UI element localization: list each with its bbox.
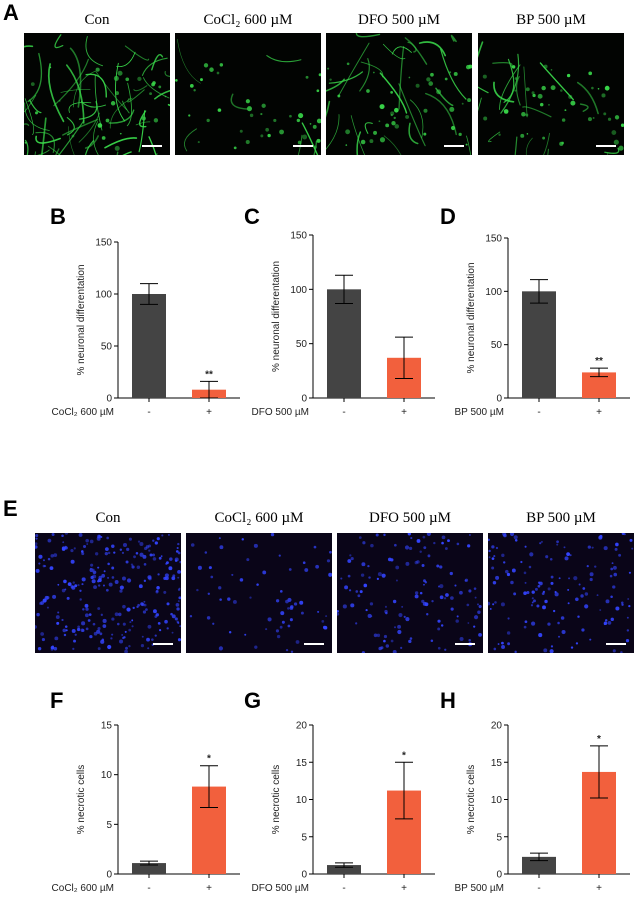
x-tick-label: - — [147, 883, 150, 894]
treatment-label: BP 500 µM — [455, 883, 505, 894]
treatment-label: CoCl₂ 600 µM — [52, 883, 114, 894]
y-axis-label: % neuronal differentation — [271, 261, 282, 372]
x-tick-label: - — [342, 883, 345, 894]
treatment-label: DFO 500 µM — [252, 883, 309, 894]
y-tick-label: 0 — [496, 394, 502, 405]
bar-control — [132, 294, 166, 398]
y-tick-label: 20 — [296, 721, 308, 732]
y-tick-label: 0 — [301, 870, 307, 881]
y-tick-label: 50 — [296, 339, 308, 350]
micrograph-nuclei-cocl2 — [186, 533, 332, 653]
y-tick-label: 10 — [491, 795, 503, 806]
y-tick-label: 0 — [106, 394, 112, 405]
y-tick-label: 100 — [485, 287, 502, 298]
chart-c: % neuronal differentation 0 50 100 150 DFO 50… — [252, 225, 445, 422]
y-axis-label: % neuronal differentation — [76, 264, 87, 375]
y-axis-label: % necrotic cells — [76, 765, 87, 834]
treatment-label: BP 500 µM — [455, 407, 505, 418]
y-tick-label: 15 — [491, 758, 503, 769]
significance-marker: * — [207, 754, 211, 765]
micrograph-neurons-bp — [478, 33, 624, 155]
panel-letter-f: F — [50, 688, 64, 713]
y-tick-label: 20 — [491, 721, 503, 732]
y-tick-label: 5 — [106, 820, 112, 831]
image-label-con-e: Con — [95, 510, 121, 526]
y-tick-label: 150 — [290, 231, 307, 242]
y-tick-label: 50 — [101, 342, 113, 353]
chart-f: % necrotic cells 0 5 10 15 CoCl₂ 600 µM - * + — [52, 715, 250, 898]
y-tick-label: 10 — [101, 770, 113, 781]
image-label-con: Con — [84, 12, 110, 28]
y-tick-label: 100 — [290, 285, 307, 296]
y-axis-label: % necrotic cells — [466, 765, 477, 834]
bar-control — [327, 289, 361, 398]
image-label-bp: BP 500 µM — [516, 12, 586, 28]
micrograph-neurons-con — [24, 33, 170, 155]
x-tick-label: - — [342, 407, 345, 418]
micrograph-neurons-dfo — [326, 33, 472, 155]
significance-marker: ** — [205, 369, 213, 380]
y-tick-label: 0 — [301, 394, 307, 405]
micrograph-nuclei-dfo — [337, 533, 483, 653]
panel-letter-g: G — [244, 688, 262, 713]
bar-control — [522, 856, 556, 874]
x-tick-label: + — [596, 407, 602, 418]
chart-d: % neuronal differentation 0 50 100 150 BP 500… — [450, 228, 636, 422]
y-tick-label: 10 — [296, 795, 308, 806]
y-tick-label: 15 — [296, 758, 308, 769]
chart-g: % necrotic cells 0 5 10 15 20 DFO 500 µM - * + — [252, 715, 445, 898]
micrograph-nuclei-con — [35, 533, 181, 653]
chart-b: % neuronal differentation 0 50 100 150 CoCl₂ … — [52, 232, 250, 422]
panel-letter-d: D — [440, 204, 456, 229]
image-label-cocl2: CoCl₂ 600 µM — [203, 12, 293, 28]
chart-h: % necrotic cells 0 5 10 15 20 BP 500 µM - * + — [450, 715, 636, 898]
x-tick-label: + — [206, 407, 212, 418]
panel-letter-h: H — [440, 688, 456, 713]
treatment-label: DFO 500 µM — [252, 407, 309, 418]
x-tick-label: + — [401, 407, 407, 418]
y-tick-label: 0 — [106, 870, 112, 881]
y-tick-label: 5 — [496, 832, 502, 843]
significance-marker: * — [402, 750, 406, 761]
y-tick-label: 50 — [491, 340, 503, 351]
x-tick-label: + — [401, 883, 407, 894]
image-label-dfo-e: DFO 500 µM — [369, 510, 451, 526]
y-axis-label: % necrotic cells — [271, 765, 282, 834]
y-tick-label: 100 — [95, 290, 112, 301]
y-tick-label: 150 — [95, 238, 112, 249]
bar-control — [327, 865, 361, 874]
x-tick-label: + — [206, 883, 212, 894]
bar-control — [132, 863, 166, 874]
micrograph-neurons-cocl2 — [175, 33, 321, 155]
x-tick-label: - — [537, 883, 540, 894]
panel-letter-c: C — [244, 204, 260, 229]
significance-marker: * — [597, 734, 601, 745]
y-tick-label: 15 — [101, 721, 113, 732]
x-tick-label: - — [537, 407, 540, 418]
x-tick-label: - — [147, 407, 150, 418]
treatment-label: CoCl₂ 600 µM — [52, 407, 114, 418]
y-tick-label: 150 — [485, 234, 502, 245]
y-tick-label: 0 — [496, 870, 502, 881]
micrograph-nuclei-bp — [488, 533, 634, 653]
x-tick-label: + — [596, 883, 602, 894]
y-axis-label: % neuronal differentation — [466, 262, 477, 373]
significance-marker: ** — [595, 356, 603, 367]
panel-letter-b: B — [50, 204, 66, 229]
panel-letter-e: E — [3, 496, 18, 521]
bar-control — [522, 291, 556, 398]
image-label-dfo: DFO 500 µM — [358, 12, 440, 28]
image-label-bp-e: BP 500 µM — [526, 510, 596, 526]
image-label-cocl2-e: CoCl₂ 600 µM — [214, 510, 304, 526]
panel-letter-a: A — [3, 0, 19, 25]
y-tick-label: 5 — [301, 832, 307, 843]
